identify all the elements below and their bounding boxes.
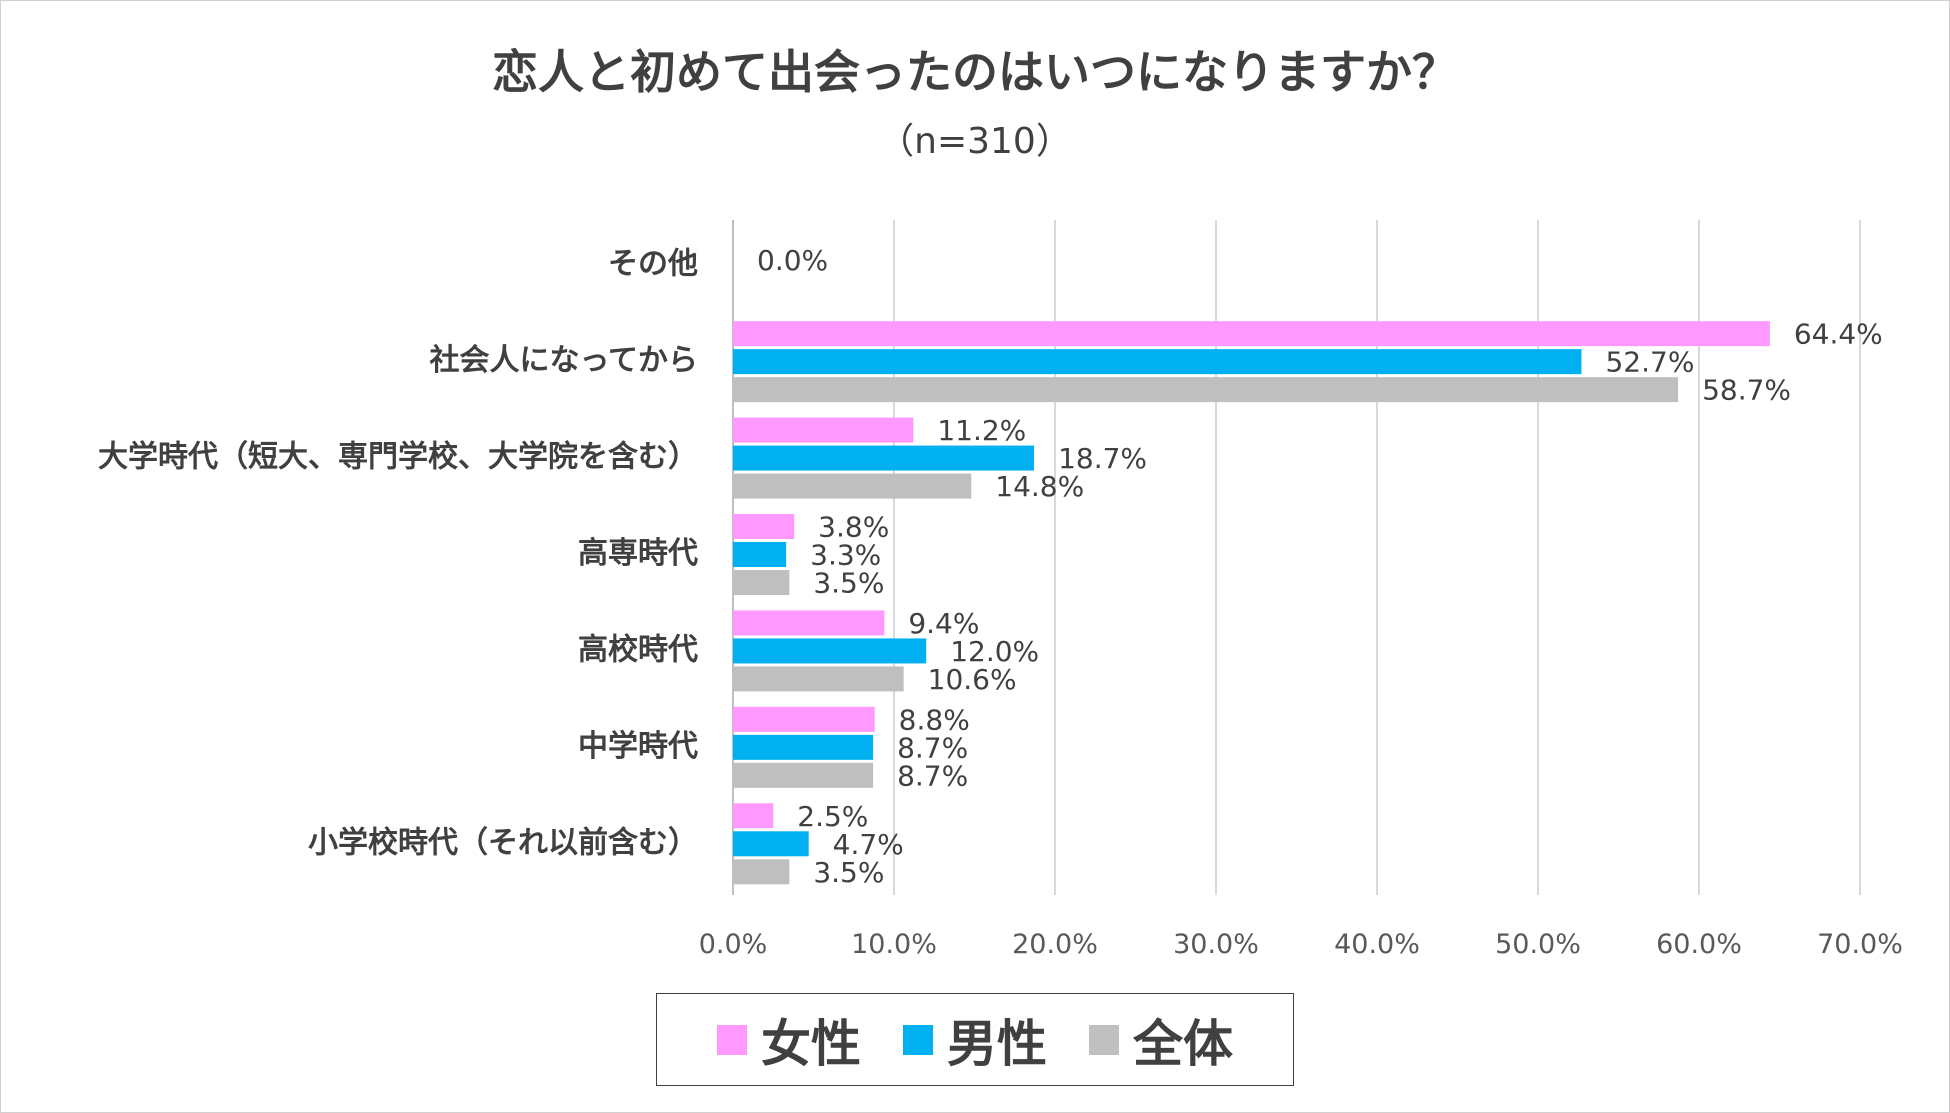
- legend-swatch-male: [903, 1024, 933, 1055]
- data-label: 4.7%: [833, 828, 904, 861]
- data-label: 52.7%: [1605, 346, 1694, 379]
- bar-male: [733, 349, 1582, 375]
- category-label: 小学校時代（それ以前含む）: [308, 825, 698, 860]
- data-label: 8.7%: [897, 759, 968, 792]
- bar-male: [733, 638, 927, 664]
- bar-total: [733, 570, 790, 595]
- legend-label-female: 女性: [761, 1014, 861, 1073]
- data-label: 0.0%: [757, 244, 828, 277]
- x-tick-label: 70.0%: [1817, 929, 1903, 960]
- chart-title: 恋人と初めて出会ったのはいつになりますか？: [492, 45, 1458, 99]
- legend-swatch-female: [717, 1024, 747, 1055]
- bar-total: [733, 666, 904, 692]
- data-label: 14.8%: [995, 470, 1084, 503]
- bar-total: [733, 473, 972, 499]
- x-tick-label: 40.0%: [1334, 929, 1420, 960]
- bar-male: [733, 445, 1035, 471]
- category-label: 高校時代: [578, 632, 698, 667]
- legend-label-total: 全体: [1133, 1014, 1233, 1073]
- data-label: 10.6%: [928, 663, 1017, 696]
- x-tick-label: 50.0%: [1495, 929, 1581, 960]
- data-label: 64.4%: [1794, 318, 1883, 351]
- data-label: 3.3%: [810, 539, 881, 572]
- legend-item-total: 全体: [1089, 1004, 1233, 1076]
- bar-female: [733, 706, 875, 732]
- category-label: 高専時代: [578, 536, 698, 571]
- data-label: 11.2%: [937, 414, 1026, 447]
- data-label: 9.4%: [908, 607, 979, 640]
- data-label: 18.7%: [1058, 442, 1147, 475]
- data-label: 3.5%: [813, 856, 884, 889]
- x-tick-label: 60.0%: [1656, 929, 1742, 960]
- x-tick-label: 0.0%: [699, 929, 768, 960]
- data-label: 2.5%: [797, 800, 868, 833]
- data-label: 8.7%: [897, 731, 968, 764]
- bar-female: [733, 417, 914, 443]
- bar-total: [733, 762, 874, 788]
- legend: 女性 男性 全体: [656, 993, 1294, 1086]
- bar-total: [733, 377, 1679, 403]
- legend-item-female: 女性: [717, 1004, 861, 1076]
- bar-female: [733, 803, 774, 829]
- x-tick-label: 30.0%: [1173, 929, 1259, 960]
- x-tick-label: 20.0%: [1012, 929, 1098, 960]
- data-label: 3.8%: [818, 511, 889, 544]
- bar-total: [733, 859, 790, 885]
- data-label: 8.8%: [899, 703, 970, 736]
- chart-subtitle: （n=310）: [878, 121, 1072, 162]
- bar-male: [733, 734, 874, 760]
- legend-swatch-total: [1089, 1024, 1119, 1055]
- data-label: 3.5%: [813, 567, 884, 600]
- legend-label-male: 男性: [947, 1014, 1047, 1073]
- bar-female: [733, 321, 1770, 347]
- category-label: 大学時代（短大、専門学校、大学院を含む）: [98, 440, 698, 475]
- category-label: その他: [608, 247, 698, 282]
- category-label: 中学時代: [578, 729, 698, 764]
- data-label: 58.7%: [1702, 374, 1791, 407]
- legend-item-male: 男性: [903, 1004, 1047, 1076]
- x-tick-label: 10.0%: [851, 929, 937, 960]
- bar-female: [733, 610, 885, 636]
- bar-male: [733, 831, 809, 857]
- bar-female: [733, 514, 795, 539]
- bar-male: [733, 542, 787, 567]
- category-label: 社会人になってから: [430, 343, 699, 378]
- data-label: 12.0%: [950, 635, 1039, 668]
